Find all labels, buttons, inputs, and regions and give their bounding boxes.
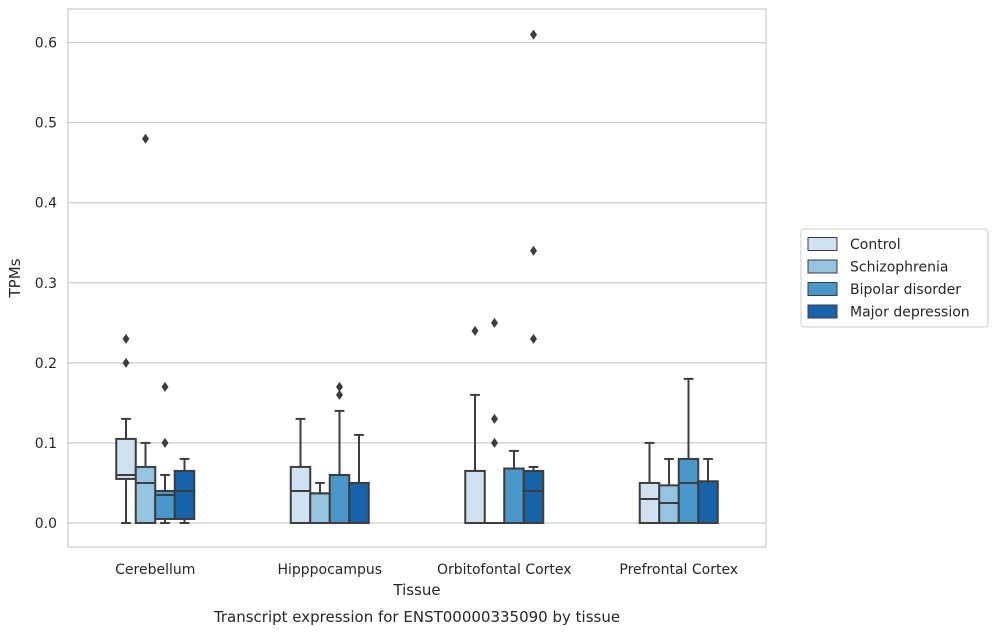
box-bipolar-disorder: [328, 381, 351, 524]
outlier-point: [491, 437, 498, 448]
box-body: [348, 481, 370, 524]
legend-label: Major depression: [850, 305, 970, 321]
y-tick-label: 0.5: [35, 116, 57, 132]
plot-frame: [67, 8, 767, 548]
outlier-point: [530, 333, 537, 344]
box-body: [173, 469, 196, 520]
gridlines: [68, 42, 766, 524]
box-body: [658, 484, 680, 524]
legend-swatch: [807, 304, 838, 319]
box-bipolar-disorder: [154, 381, 176, 524]
legend-frame: [800, 228, 989, 328]
box-control: [638, 441, 661, 524]
legend-label: Bipolar disorder: [850, 282, 961, 298]
box-schizophrenia: [658, 457, 680, 524]
box-control: [289, 417, 312, 524]
chart-caption: Transcript expression for ENST0000033509…: [213, 608, 620, 626]
boxes-layer: [115, 29, 719, 524]
outlier-point: [142, 133, 149, 144]
x-axis-label: Tissue: [392, 581, 440, 599]
box-body: [503, 467, 525, 524]
legend-swatch: [807, 282, 838, 296]
box-body: [464, 469, 486, 524]
box-body: [289, 465, 312, 524]
box-major-depression: [697, 457, 719, 524]
box-body: [328, 473, 351, 524]
box-control: [115, 333, 137, 524]
outlier-point: [530, 29, 537, 40]
box-bipolar-disorder: [503, 449, 525, 524]
outlier-point: [161, 437, 169, 448]
legend-label: Schizophrenia: [850, 260, 948, 276]
legend-swatch: [807, 259, 838, 274]
box-body: [134, 465, 157, 524]
x-tick-label: Cerebellum: [115, 562, 195, 578]
legend-label: Control: [850, 237, 901, 253]
y-tick-label: 0.0: [35, 516, 57, 532]
outlier-point: [122, 333, 130, 344]
x-tick-label: Orbitofontal Cortex: [437, 562, 572, 578]
outlier-point: [530, 245, 537, 256]
box-body: [309, 492, 331, 524]
box-body: [638, 481, 661, 524]
outlier-point: [161, 381, 169, 392]
y-axis-ticks: 0.0 0.1 0.2 0.3 0.4 0.5 0.6: [35, 36, 57, 532]
outlier-point: [471, 325, 479, 336]
y-tick-label: 0.1: [35, 436, 57, 452]
box-major-depression: [348, 433, 370, 524]
box-major-depression: [522, 29, 545, 524]
box-schizophrenia: [309, 481, 331, 524]
x-axis-ticks: Cerebellum Hipppocampus Orbitofontal Corte…: [115, 562, 738, 578]
x-tick-label: Hipppocampus: [277, 562, 382, 578]
x-tick-label: Prefrontal Cortex: [619, 562, 738, 578]
legend: Control Schizophrenia Bipolar disorder Majo…: [800, 228, 989, 328]
box-body: [115, 437, 137, 480]
y-tick-label: 0.2: [35, 356, 57, 372]
outlier-point: [491, 317, 498, 328]
box-body: [697, 480, 719, 524]
y-tick-label: 0.4: [35, 196, 57, 212]
y-axis-label: TPMs: [6, 258, 24, 298]
box-body: [677, 457, 700, 524]
legend-swatch: [807, 237, 838, 251]
box-control: [464, 325, 486, 524]
y-tick-label: 0.6: [35, 36, 57, 52]
box-body: [522, 469, 545, 524]
outlier-point: [491, 413, 498, 424]
outlier-point: [336, 389, 343, 400]
plot-area: [68, 9, 766, 547]
box-major-depression: [173, 457, 196, 524]
y-tick-label: 0.3: [35, 276, 57, 292]
box-schizophrenia: [483, 317, 506, 524]
outlier-point: [122, 357, 130, 368]
outlier-point: [336, 381, 343, 392]
